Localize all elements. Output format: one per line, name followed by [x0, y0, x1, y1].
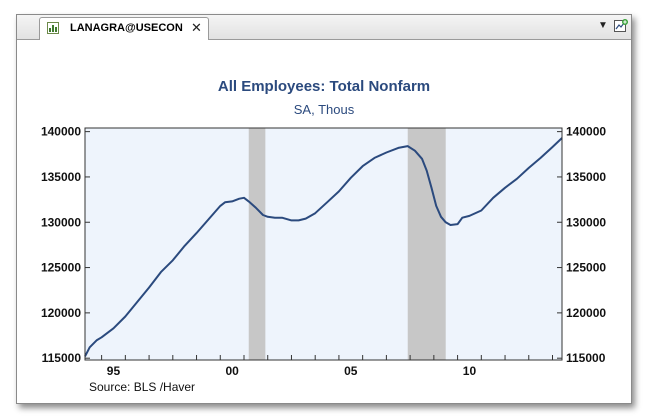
- chart-icon: [47, 22, 59, 34]
- y-tick-label-left: 140000: [41, 125, 81, 139]
- series-line-0: [84, 137, 563, 357]
- y-tick-label-left: 135000: [41, 170, 81, 184]
- y-tick-label-right: 140000: [566, 125, 606, 139]
- plot-background: [85, 128, 562, 360]
- tab-title: LANAGRA@USECON: [70, 22, 183, 34]
- tab-lanagra[interactable]: LANAGRA@USECON ✕: [39, 17, 209, 40]
- y-tick-label-right: 120000: [566, 306, 606, 320]
- source-note: Source: BLS /Haver: [89, 380, 195, 394]
- x-tick-label: 00: [225, 364, 239, 378]
- tab-strip: LANAGRA@USECON ✕ ▼: [17, 15, 631, 40]
- y-tick-label-right: 135000: [566, 170, 606, 184]
- recession-band-0: [248, 128, 266, 360]
- y-tick-label-right: 115000: [566, 351, 606, 365]
- chart-area: All Employees: Total Nonfarm SA, Thous 1…: [17, 40, 631, 403]
- chevron-down-icon[interactable]: ▼: [598, 20, 608, 31]
- recession-bands: [248, 128, 446, 360]
- tick-labels: 115000 115000 120000 120000 125000 125000 1300…: [41, 125, 606, 378]
- chart-title: All Employees: Total Nonfarm: [218, 78, 430, 95]
- x-tick-label: 10: [463, 364, 477, 378]
- employment-chart: All Employees: Total Nonfarm SA, Thous 1…: [41, 78, 606, 394]
- y-tick-label-left: 125000: [41, 261, 81, 275]
- y-tick-label-right: 130000: [566, 215, 606, 229]
- recession-band-1: [407, 128, 446, 360]
- x-tick-label: 95: [107, 364, 121, 378]
- chart-window: LANAGRA@USECON ✕ ▼ All Employees: Total …: [16, 14, 632, 404]
- y-tick-label-right: 125000: [566, 261, 606, 275]
- y-tick-label-left: 115000: [42, 351, 82, 365]
- y-tick-label-left: 130000: [41, 215, 81, 229]
- plot-frame: [84, 127, 563, 361]
- close-icon[interactable]: ✕: [191, 20, 202, 35]
- axis-ticks: [85, 131, 562, 360]
- x-tick-label: 05: [344, 364, 358, 378]
- new-chart-icon[interactable]: [614, 19, 628, 33]
- series-layer: [84, 137, 563, 357]
- chart-subtitle: SA, Thous: [294, 102, 355, 117]
- y-tick-label-left: 120000: [41, 306, 81, 320]
